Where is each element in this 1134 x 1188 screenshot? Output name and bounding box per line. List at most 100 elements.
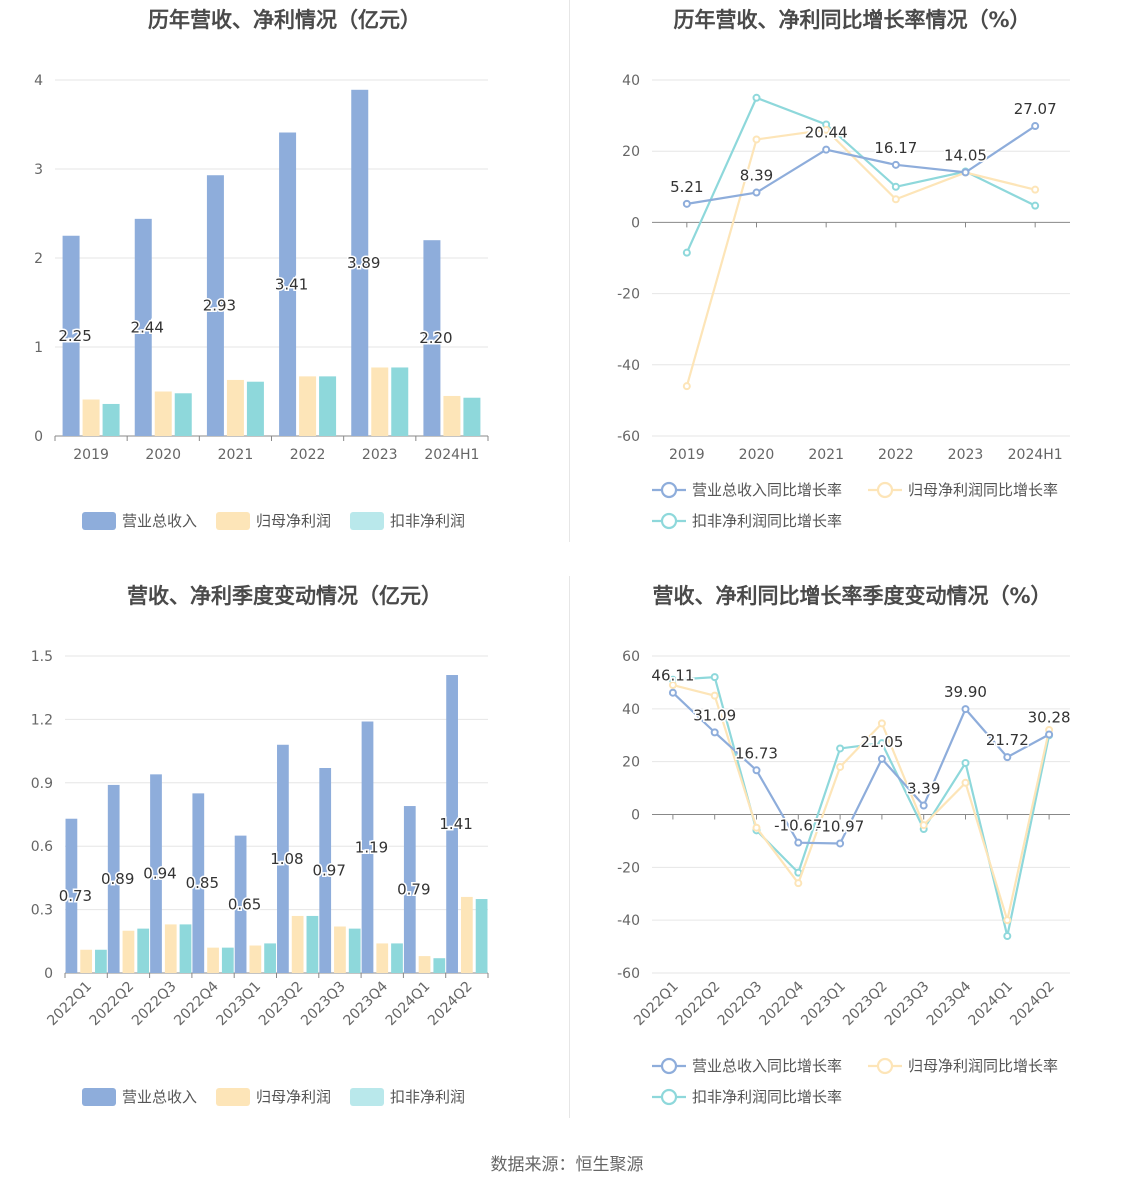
bar: [206, 175, 224, 437]
bar: [299, 376, 317, 436]
data-label: 27.07: [1014, 100, 1057, 118]
annual-bar-title: 历年营收、净利情况（亿元）: [148, 8, 421, 32]
y-tick-label: 4: [34, 73, 43, 89]
y-tick-label: 0.3: [31, 903, 53, 919]
quarter-line-panel: 营收、净利同比增长率季度变动情况（%） -60 -40 -20 0 20 40 60 2022…: [570, 576, 1134, 1136]
data-label: 1.19: [355, 838, 388, 856]
x-tick-label: 2022Q3: [715, 979, 766, 1030]
data-point: [682, 248, 691, 257]
legend-marker: [660, 512, 678, 530]
data-label: 2.20: [419, 329, 452, 347]
series-line: [685, 96, 1036, 254]
x-tick-label: 2023Q3: [882, 979, 933, 1030]
bar: [475, 899, 488, 973]
x-tick-label: 2019: [669, 447, 705, 463]
series-line: [672, 691, 1050, 845]
data-point: [877, 754, 886, 763]
y-tick-label: -20: [617, 287, 640, 303]
legend-label: 扣非净利润同比增长率: [692, 512, 842, 530]
x-tick-label: 2022Q2: [673, 979, 724, 1030]
data-label: 2.25: [58, 327, 91, 345]
data-label: 0.65: [228, 895, 261, 913]
bar: [433, 958, 446, 973]
legend-label: 扣非净利润: [390, 1088, 465, 1106]
bar: [234, 835, 247, 973]
x-tick-label: 2019: [73, 447, 109, 463]
x-tick-label: 2023: [948, 447, 984, 463]
annual-line-panel: 历年营收、净利同比增长率情况（%） -60 -40 -20 0 20 40 2019 2020…: [570, 0, 1134, 560]
data-point: [1003, 932, 1012, 941]
data-point: [752, 93, 761, 102]
bar: [154, 391, 172, 436]
legend-label: 营业总收入: [122, 512, 197, 530]
data-label: 31.09: [693, 706, 736, 724]
annual-bar-panel: 历年营收、净利情况（亿元） 0 1 2 3 4 2019 2020 2021 2022 2023 2…: [0, 0, 569, 560]
y-tick-label: 40: [622, 702, 640, 718]
quarter-bar-panel: 营收、净利季度变动情况（亿元） 0 0.3 0.6 0.9 1.2 1.5 2022Q1 20…: [0, 576, 569, 1136]
x-tick-label: 2024Q1: [966, 979, 1017, 1030]
bar: [319, 376, 337, 436]
x-tick-label: 2022Q4: [171, 978, 222, 1029]
bar: [277, 744, 289, 973]
data-label: 16.17: [874, 139, 917, 157]
x-tick-label: 2022Q4: [757, 978, 808, 1029]
data-label: 0.94: [143, 865, 176, 883]
y-tick-label: 2: [34, 251, 43, 267]
data-label: 8.39: [740, 167, 773, 185]
y-tick-label: 40: [622, 73, 640, 89]
data-source: 数据来源：恒生聚源: [490, 1155, 644, 1175]
bar: [403, 806, 416, 973]
annual-line-chart: -60 -40 -20 0 20 40 2019 2020 2021 2022 2023 2024H1…: [617, 73, 1070, 530]
data-point: [836, 744, 845, 753]
quarter-line-title: 营收、净利同比增长率季度变动情况（%）: [652, 584, 1052, 608]
data-point: [794, 879, 803, 888]
annual-line-title: 历年营收、净利同比增长率情况（%）: [673, 8, 1031, 32]
bar: [65, 818, 78, 973]
data-label: 2.93: [203, 297, 236, 315]
quarter-bar-chart: 0 0.3 0.6 0.9 1.2 1.5 2022Q12022Q22022Q32022Q4…: [31, 649, 489, 1106]
data-label: 0.79: [397, 881, 430, 899]
data-point: [891, 195, 900, 204]
x-tick-label: 2022Q1: [44, 979, 95, 1030]
bar: [137, 928, 150, 973]
data-label: 21.05: [860, 733, 903, 751]
data-label: 39.90: [944, 683, 987, 701]
data-point: [668, 688, 677, 697]
series-line: [672, 683, 1051, 925]
bar: [80, 949, 93, 973]
data-label: 16.73: [735, 744, 778, 762]
data-label: 3.39: [907, 780, 940, 798]
data-label: 20.44: [805, 124, 848, 142]
data-point: [961, 168, 970, 177]
legend-marker: [660, 1057, 678, 1075]
bar: [446, 675, 458, 973]
bar: [334, 926, 346, 973]
bar: [391, 943, 403, 973]
bar: [249, 945, 262, 973]
data-point: [752, 823, 761, 832]
bar: [164, 924, 177, 973]
x-tick-label: 2024Q1: [383, 979, 434, 1030]
legend-label: 归母净利润同比增长率: [908, 1057, 1058, 1075]
bar: [391, 367, 409, 436]
bar: [443, 395, 461, 436]
data-point: [919, 801, 928, 810]
x-tick-label: 2023Q2: [256, 979, 307, 1030]
bar: [221, 947, 234, 973]
vertical-divider-bottom: [569, 576, 570, 1118]
bar: [192, 793, 205, 973]
x-tick-label: 2020: [739, 447, 775, 463]
data-label: 1.08: [270, 850, 303, 868]
data-point: [836, 762, 845, 771]
legend-label: 营业总收入同比增长率: [692, 481, 842, 499]
data-point: [891, 182, 900, 191]
bar: [122, 930, 135, 973]
data-point: [919, 821, 928, 830]
legend-label: 营业总收入同比增长率: [692, 1057, 842, 1075]
x-tick-label: 2021: [218, 447, 254, 463]
data-label: -10.97: [816, 817, 864, 835]
data-point: [822, 145, 831, 154]
x-tick-label: 2022Q1: [631, 979, 682, 1030]
data-point: [794, 838, 803, 847]
data-point: [961, 758, 970, 767]
